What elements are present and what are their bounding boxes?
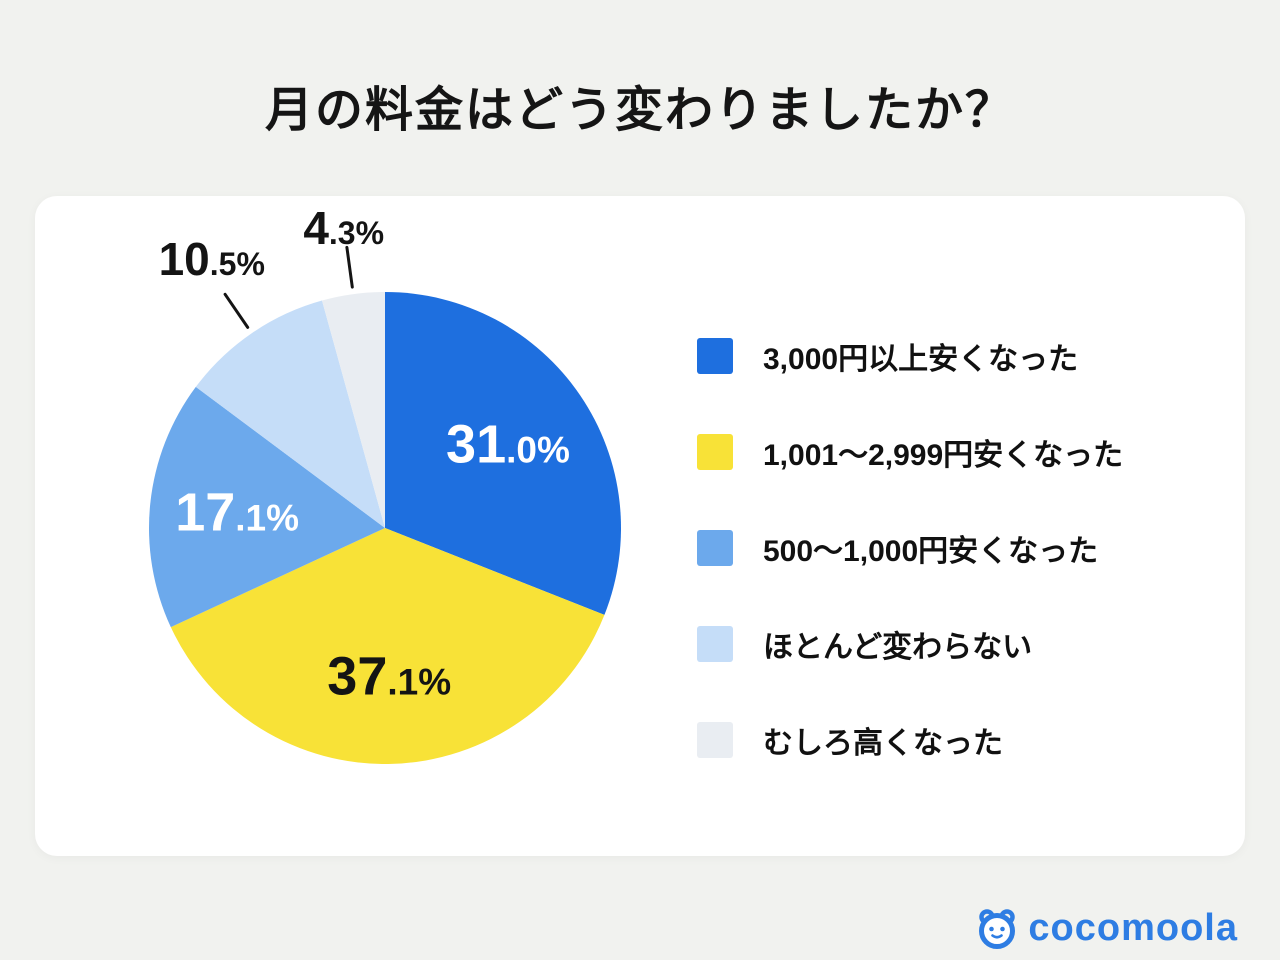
legend-swatch — [697, 530, 733, 566]
pie-leader-line-3 — [223, 292, 250, 329]
brand-logo: cocomoola — [974, 906, 1238, 950]
cocomoola-mascot-icon — [979, 909, 1016, 949]
pie-slice-2 — [148, 386, 385, 628]
pie-label-0: 31.0% — [446, 414, 570, 474]
pie-label-3: 10.5% — [159, 233, 265, 285]
legend-item-0: 3,000円以上安くなった — [697, 334, 1123, 378]
pie-label-4: 4.3% — [303, 202, 384, 254]
pie-label-2: 17.1% — [175, 483, 299, 543]
pie-leader-line-4 — [345, 245, 354, 289]
legend-swatch — [697, 626, 733, 662]
legend-label: 1,001〜2,999円安くなった — [763, 439, 1124, 472]
legend-label: ほとんど変わらない — [763, 631, 1033, 664]
pie-label-1: 37.1% — [327, 647, 451, 707]
pie-chart: 31.0% 37.1% 17.1% 10.5% 4.3% — [148, 202, 622, 765]
legend-item-2: 500〜1,000円安くなった — [697, 526, 1123, 570]
chart-legend: 3,000円以上安くなった 1,001〜2,999円安くなった 500〜1,00… — [697, 334, 1123, 762]
pie-slice-0 — [385, 292, 622, 615]
pie-slice-1 — [170, 528, 605, 765]
brand-name: cocomoola — [1028, 906, 1238, 949]
legend-label: 500〜1,000円安くなった — [763, 535, 1099, 568]
chart-card: 31.0% 37.1% 17.1% 10.5% 4.3% 3,000円以上安くなった 1… — [35, 196, 1245, 856]
legend-swatch — [697, 434, 733, 470]
legend-item-1: 1,001〜2,999円安くなった — [697, 430, 1123, 474]
legend-label: 3,000円以上安くなった — [763, 343, 1079, 376]
pie-slice-4 — [322, 292, 385, 528]
pie-slice-3 — [195, 300, 385, 528]
legend-item-4: むしろ高くなった — [697, 718, 1123, 762]
legend-swatch — [697, 722, 733, 758]
chart-title: 月の料金はどう変わりましたか？ — [264, 84, 1015, 137]
legend-swatch — [697, 338, 733, 374]
legend-label: むしろ高くなった — [763, 727, 1003, 760]
legend-item-3: ほとんど変わらない — [697, 622, 1123, 666]
